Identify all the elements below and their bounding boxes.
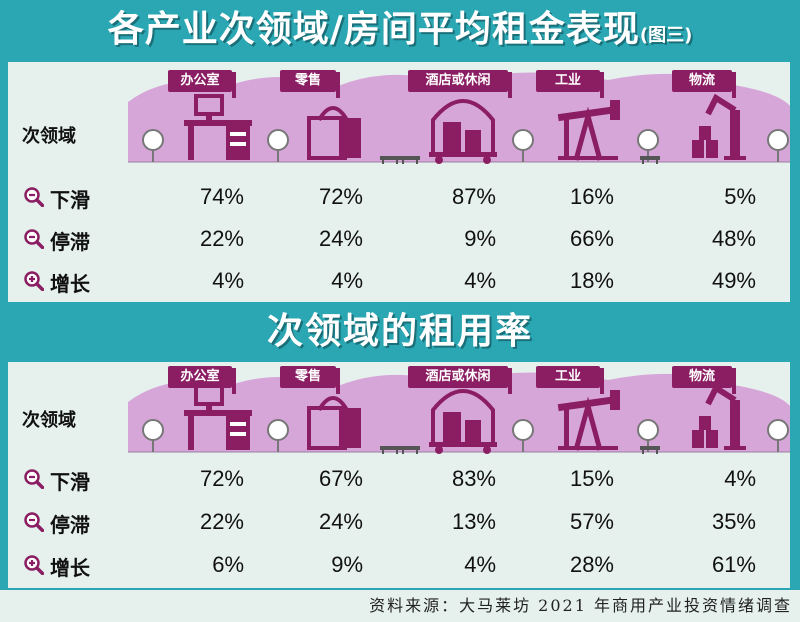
shopping-bag-icon <box>307 106 361 160</box>
row-label: 停滞 <box>50 513 90 537</box>
plus-magnifier-icon <box>24 555 44 575</box>
sector-label: 次领域 <box>22 126 76 147</box>
table-cell: 83% <box>451 466 496 491</box>
category-tag: 物流 <box>672 366 736 394</box>
oil-pump-icon <box>557 390 620 451</box>
category-tag: 工业 <box>536 70 604 98</box>
category-tag: 零售 <box>280 70 340 98</box>
oil-pump-icon <box>557 100 620 161</box>
table-row: 增长 4% 4% 4% 18% 49% <box>8 266 790 296</box>
row-label: 下滑 <box>50 470 90 494</box>
hotel-cart-icon <box>429 99 497 164</box>
table-cell: 5% <box>724 184 756 209</box>
table-cell: 22% <box>199 226 244 251</box>
table-cell: 28% <box>569 552 614 577</box>
table-cell: 87% <box>451 184 496 209</box>
table-cell: 24% <box>318 226 363 251</box>
table-cell: 9% <box>331 552 363 577</box>
table-cell: 16% <box>569 184 614 209</box>
figure-note: (图三) <box>639 25 693 46</box>
table-cell: 74% <box>199 184 244 209</box>
plus-magnifier-icon <box>24 271 44 291</box>
table-cell: 13% <box>451 509 496 534</box>
table-cell: 67% <box>318 466 363 491</box>
hotel-cart-icon <box>429 389 497 454</box>
sector-illustration <box>128 72 790 164</box>
rent-performance-panel: 办公室 零售 酒店或休闲 工业 物流次领域下滑 74% 72% 87% 16% 5% 停滞 22% 24… <box>8 62 790 302</box>
occupancy-panel: 办公室 零售 酒店或休闲 工业 物流次领域下滑 72% 67% 83% 15% 4% 停滞 22% 24… <box>8 362 790 588</box>
table-row: 下滑 72% 67% 83% 15% 4% <box>8 464 790 494</box>
category-tag: 零售 <box>280 366 340 394</box>
row-label: 增长 <box>50 556 90 580</box>
table-cell: 9% <box>464 226 496 251</box>
table-cell: 4% <box>464 552 496 577</box>
minus-magnifier-icon <box>24 187 44 207</box>
category-tag: 工业 <box>536 366 604 394</box>
category-tag: 酒店或休闲 <box>408 366 512 394</box>
robot-arm-icon <box>692 93 746 160</box>
robot-arm-icon <box>692 383 746 450</box>
table-cell: 35% <box>711 509 756 534</box>
row-label: 停滞 <box>50 230 90 254</box>
main-title: 各产业次领域/房间平均租金表现(图三) <box>0 2 800 58</box>
source-note: 资料来源：大马莱坊 2021 年商用产业投资情绪调查 <box>0 590 800 622</box>
table-row: 增长 6% 9% 4% 28% 61% <box>8 550 790 580</box>
category-tag: 办公室 <box>168 70 236 98</box>
minus-magnifier-icon <box>24 229 44 249</box>
sector-illustration <box>128 372 790 454</box>
table-cell: 4% <box>212 268 244 293</box>
table-cell: 61% <box>711 552 756 577</box>
category-tag: 酒店或休闲 <box>408 70 512 98</box>
table-cell: 24% <box>318 509 363 534</box>
table-cell: 18% <box>569 268 614 293</box>
row-label: 增长 <box>50 272 90 296</box>
table-cell: 66% <box>569 226 614 251</box>
category-tag: 物流 <box>672 70 736 98</box>
office-desk-icon <box>184 384 252 450</box>
table-cell: 72% <box>199 466 244 491</box>
table-cell: 57% <box>569 509 614 534</box>
table-row: 停滞 22% 24% 13% 57% 35% <box>8 507 790 537</box>
table-row: 停滞 22% 24% 9% 66% 48% <box>8 224 790 254</box>
main-title-text: 各产业次领域/房间平均租金表现 <box>107 9 640 50</box>
shopping-bag-icon <box>307 396 361 450</box>
table-cell: 6% <box>212 552 244 577</box>
table-cell: 4% <box>464 268 496 293</box>
table-cell: 49% <box>711 268 756 293</box>
table-cell: 22% <box>199 509 244 534</box>
table-cell: 4% <box>331 268 363 293</box>
category-tag: 办公室 <box>168 366 236 394</box>
minus-magnifier-icon <box>24 469 44 489</box>
minus-magnifier-icon <box>24 512 44 532</box>
sector-label: 次领域 <box>22 410 76 431</box>
row-label: 下滑 <box>50 188 90 212</box>
table-cell: 72% <box>318 184 363 209</box>
table-cell: 4% <box>724 466 756 491</box>
occupancy-title: 次领域的租用率 <box>266 311 533 352</box>
table-row: 下滑 74% 72% 87% 16% 5% <box>8 182 790 212</box>
office-desk-icon <box>184 94 252 160</box>
table-cell: 48% <box>711 226 756 251</box>
table-cell: 15% <box>569 466 614 491</box>
